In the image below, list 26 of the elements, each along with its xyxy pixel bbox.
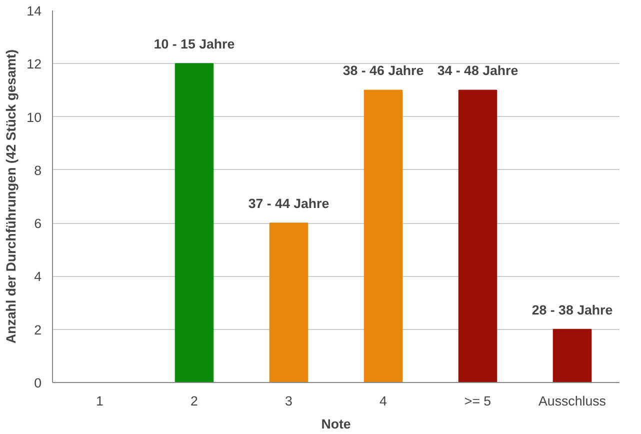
annotation: 28 - 38 Jahre: [532, 302, 613, 318]
x-tick-label: 3: [285, 394, 292, 408]
bar: [552, 328, 592, 382]
bar: [269, 222, 308, 382]
y-tick-label: 6: [34, 216, 42, 232]
x-tick-label: 4: [380, 394, 388, 408]
y-tick-label: 2: [34, 322, 42, 338]
y-tick-label: 12: [26, 56, 42, 72]
y-tick-label: 10: [26, 110, 42, 125]
y-axis-title: Anzahl der Durchführungen (42 Stück gesamt): [4, 50, 19, 344]
annotation: 10 - 15 Jahre: [154, 36, 235, 52]
annotation: 34 - 48 Jahre: [437, 63, 518, 78]
y-tick-label: 14: [26, 4, 42, 18]
annotation: 37 - 44 Jahre: [248, 196, 330, 212]
x-tick-label: 2: [190, 394, 198, 408]
x-tick-label: >= 5: [464, 394, 492, 408]
x-axis-title: Note: [321, 416, 351, 432]
bar: [458, 90, 498, 382]
y-tick-label: 4: [34, 269, 42, 284]
bar: [364, 90, 403, 382]
x-tick-label: 1: [96, 394, 104, 408]
y-tick-label: 8: [34, 162, 42, 178]
x-tick-label: Ausschluss: [538, 394, 606, 408]
annotation: 38 - 46 Jahre: [342, 63, 424, 78]
bar: [174, 63, 214, 382]
y-tick-label: 0: [34, 376, 42, 390]
